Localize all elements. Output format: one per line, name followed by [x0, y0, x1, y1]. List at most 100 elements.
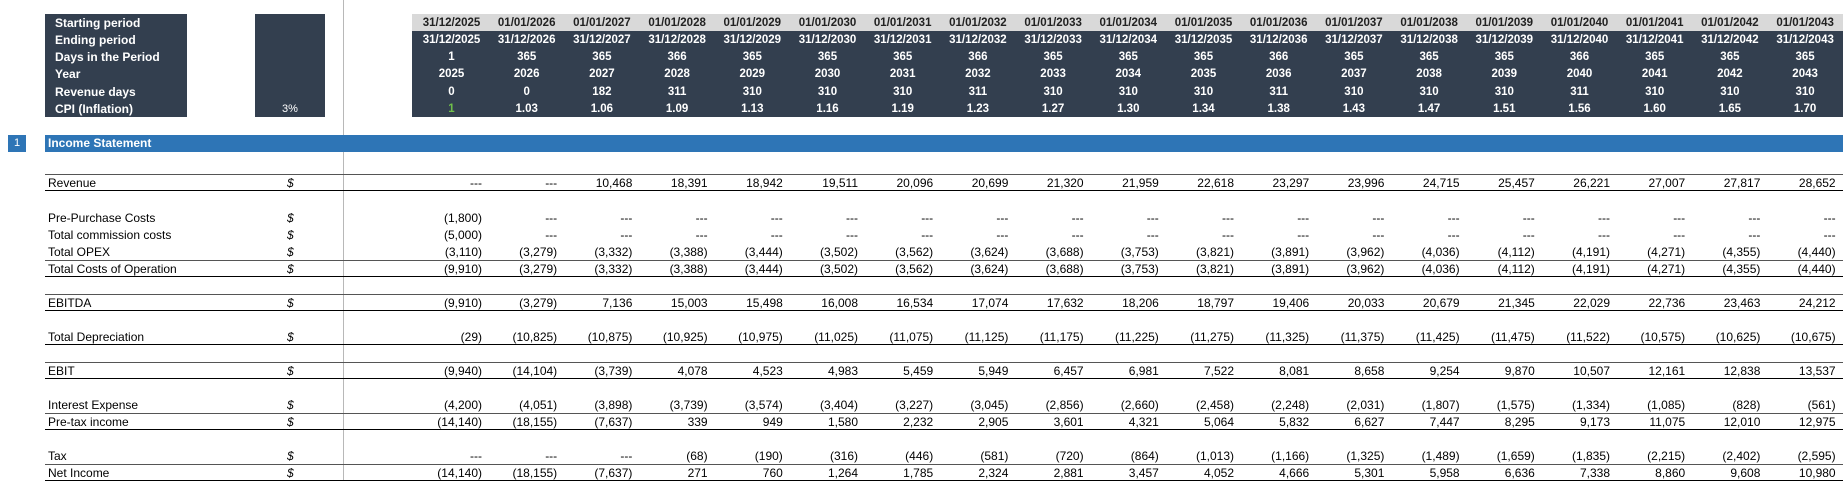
- value-cell-total-costs-of-operation[interactable]: (4,191): [1571, 262, 1610, 276]
- header-cell-ending-period[interactable]: 31/12/2040: [1550, 34, 1609, 46]
- value-cell-ebit[interactable]: 10,507: [1573, 364, 1610, 378]
- value-cell-revenue[interactable]: ---: [545, 176, 558, 190]
- value-cell-ebitda[interactable]: (9,910): [443, 296, 482, 310]
- value-cell-pre-tax-income[interactable]: 6,627: [1354, 415, 1385, 429]
- value-cell-total-opex[interactable]: (4,112): [1497, 245, 1535, 259]
- value-cell-total-depreciation[interactable]: (11,425): [1415, 330, 1460, 344]
- value-cell-revenue[interactable]: 20,699: [971, 176, 1009, 190]
- value-cell-tax[interactable]: (68): [686, 449, 708, 463]
- header-cell-year[interactable]: 2042: [1717, 68, 1743, 80]
- header-cell-year[interactable]: 2039: [1491, 68, 1518, 80]
- value-cell-total-commission-costs[interactable]: ---: [1146, 228, 1159, 242]
- value-cell-tax[interactable]: (2,215): [1647, 449, 1686, 463]
- value-cell-tax[interactable]: (581): [980, 449, 1009, 463]
- header-cell-ending-period[interactable]: 31/12/2026: [497, 34, 556, 46]
- value-cell-total-depreciation[interactable]: (11,375): [1340, 330, 1385, 344]
- value-cell-total-commission-costs[interactable]: ---: [1071, 228, 1084, 242]
- header-cell-revenue-days[interactable]: 311: [667, 86, 687, 98]
- value-cell-total-opex[interactable]: (3,388): [669, 245, 708, 259]
- value-cell-pre-purchase-costs[interactable]: ---: [1673, 211, 1686, 225]
- header-cell-cpi[interactable]: 1.47: [1417, 103, 1441, 115]
- header-cell-starting-period[interactable]: 01/01/2041: [1625, 17, 1684, 29]
- value-cell-pre-tax-income[interactable]: (18,155): [512, 415, 558, 429]
- value-cell-pre-tax-income[interactable]: 7,447: [1429, 415, 1460, 429]
- value-cell-total-depreciation[interactable]: (10,625): [1715, 330, 1761, 344]
- value-cell-total-commission-costs[interactable]: ---: [770, 228, 783, 242]
- value-cell-total-costs-of-operation[interactable]: (9,910): [443, 262, 482, 276]
- header-cell-year[interactable]: 2038: [1416, 68, 1442, 80]
- value-cell-total-depreciation[interactable]: (11,025): [814, 330, 858, 344]
- header-cell-days-in-period[interactable]: 365: [1118, 51, 1138, 63]
- value-cell-revenue[interactable]: 23,297: [1272, 176, 1310, 190]
- header-cell-revenue-days[interactable]: 311: [968, 86, 988, 98]
- header-cell-year[interactable]: 2036: [1265, 68, 1292, 80]
- value-cell-interest-expense[interactable]: (561): [1807, 398, 1836, 412]
- value-cell-revenue[interactable]: 10,468: [595, 176, 633, 190]
- header-cell-cpi[interactable]: 1.16: [816, 103, 839, 115]
- header-cell-days-in-period[interactable]: 1: [448, 51, 455, 63]
- header-cell-year[interactable]: 2030: [814, 68, 841, 80]
- value-cell-ebit[interactable]: 12,838: [1723, 364, 1761, 378]
- value-cell-revenue[interactable]: 27,817: [1723, 176, 1761, 190]
- value-cell-interest-expense[interactable]: (4,051): [519, 398, 558, 412]
- header-cell-days-in-period[interactable]: 365: [1720, 51, 1740, 63]
- value-cell-ebitda[interactable]: 18,206: [1122, 296, 1159, 310]
- value-cell-ebitda[interactable]: 24,212: [1798, 296, 1836, 310]
- header-cell-days-in-period[interactable]: 365: [1795, 51, 1815, 63]
- value-cell-total-commission-costs[interactable]: ---: [921, 228, 934, 242]
- header-cell-year[interactable]: 2031: [889, 68, 916, 80]
- value-cell-total-costs-of-operation[interactable]: (3,688): [1045, 262, 1084, 276]
- value-cell-total-opex[interactable]: (4,440): [1797, 245, 1836, 259]
- value-cell-net-income[interactable]: 2,881: [1053, 466, 1084, 480]
- header-cell-ending-period[interactable]: 31/12/2038: [1400, 34, 1458, 46]
- header-cell-starting-period[interactable]: 01/01/2034: [1099, 17, 1158, 29]
- value-cell-total-depreciation[interactable]: (11,325): [1265, 330, 1310, 344]
- value-cell-total-commission-costs[interactable]: ---: [1598, 228, 1610, 242]
- value-cell-net-income[interactable]: 4,052: [1203, 466, 1234, 480]
- value-cell-total-depreciation[interactable]: (29): [460, 330, 482, 344]
- header-cell-revenue-days[interactable]: 0: [448, 86, 455, 98]
- header-cell-days-in-period[interactable]: 365: [517, 51, 537, 63]
- value-cell-pre-purchase-costs[interactable]: ---: [620, 211, 633, 225]
- value-cell-tax[interactable]: (720): [1055, 449, 1084, 463]
- header-cell-starting-period[interactable]: 01/01/2031: [873, 17, 932, 29]
- value-cell-ebitda[interactable]: 22,029: [1573, 296, 1610, 310]
- header-cell-ending-period[interactable]: 31/12/2027: [573, 34, 631, 46]
- value-cell-total-commission-costs[interactable]: ---: [1297, 228, 1310, 242]
- value-cell-pre-purchase-costs[interactable]: ---: [1297, 211, 1310, 225]
- value-cell-pre-purchase-costs[interactable]: ---: [996, 211, 1009, 225]
- header-cell-revenue-days[interactable]: 310: [1419, 86, 1439, 98]
- header-cell-days-in-period[interactable]: 365: [592, 51, 612, 63]
- header-cell-ending-period[interactable]: 31/12/2039: [1475, 34, 1534, 46]
- value-cell-total-costs-of-operation[interactable]: (3,332): [594, 262, 633, 276]
- value-cell-pre-purchase-costs[interactable]: ---: [1748, 211, 1761, 225]
- value-cell-pre-tax-income[interactable]: 1,580: [827, 415, 858, 429]
- value-cell-ebit[interactable]: 6,457: [1053, 364, 1084, 378]
- value-cell-total-commission-costs[interactable]: ---: [1372, 228, 1385, 242]
- value-cell-pre-purchase-costs[interactable]: (1,800): [443, 211, 482, 225]
- value-cell-interest-expense[interactable]: (3,404): [819, 398, 858, 412]
- value-cell-ebit[interactable]: 12,161: [1648, 364, 1686, 378]
- value-cell-ebitda[interactable]: 16,008: [821, 296, 858, 310]
- value-cell-interest-expense[interactable]: (2,031): [1346, 398, 1385, 412]
- value-cell-ebit[interactable]: 8,081: [1279, 364, 1310, 378]
- value-cell-total-depreciation[interactable]: (10,875): [587, 330, 633, 344]
- value-cell-total-commission-costs[interactable]: ---: [1673, 228, 1686, 242]
- header-cell-days-in-period[interactable]: 365: [1494, 51, 1514, 63]
- value-cell-revenue[interactable]: 18,942: [746, 176, 783, 190]
- value-cell-pre-tax-income[interactable]: 2,905: [978, 415, 1009, 429]
- value-cell-total-depreciation[interactable]: (10,575): [1640, 330, 1686, 344]
- header-cell-days-in-period[interactable]: 365: [817, 51, 838, 63]
- header-cell-revenue-days[interactable]: 310: [1795, 86, 1815, 98]
- value-cell-ebitda[interactable]: 17,074: [971, 296, 1009, 310]
- header-cell-revenue-days[interactable]: 310: [893, 86, 913, 98]
- header-cell-starting-period[interactable]: 01/01/2026: [497, 17, 556, 29]
- header-cell-cpi[interactable]: 1.43: [1342, 103, 1366, 115]
- value-cell-ebit[interactable]: 8,658: [1354, 364, 1385, 378]
- header-cell-ending-period[interactable]: 31/12/2043: [1776, 34, 1834, 46]
- value-cell-interest-expense[interactable]: (2,248): [1271, 398, 1310, 412]
- value-cell-ebitda[interactable]: 7,136: [602, 296, 633, 310]
- header-cell-year[interactable]: 2040: [1566, 68, 1593, 80]
- value-cell-total-costs-of-operation[interactable]: (3,821): [1195, 262, 1234, 276]
- value-cell-pre-purchase-costs[interactable]: ---: [1146, 211, 1159, 225]
